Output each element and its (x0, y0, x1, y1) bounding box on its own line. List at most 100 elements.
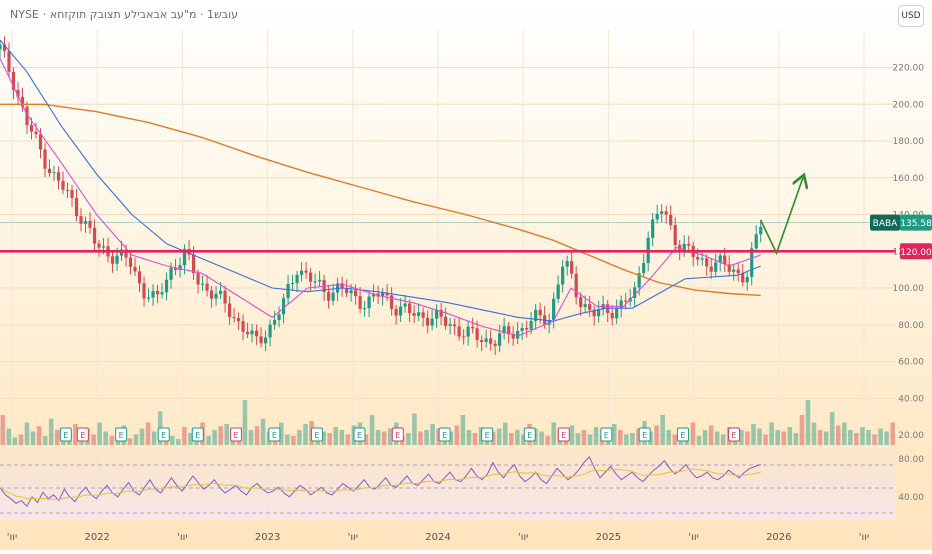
candle-body (624, 300, 628, 302)
rsi-indicator (0, 456, 896, 514)
volume-bar (363, 434, 369, 445)
candle-body (579, 297, 583, 307)
candle-body (498, 333, 502, 346)
candle-body (705, 258, 709, 267)
candle-body (417, 312, 421, 316)
level-price-tag: 120.00 (900, 248, 932, 258)
candle-body (394, 308, 398, 316)
volume-bar (176, 439, 181, 445)
volume-bar (321, 431, 326, 445)
time-axis: 'יוו 2022 'יוו 2023 'יוו 2024 'יוו 2025 'יוו 2026… (7, 532, 869, 543)
volume-bar (212, 430, 217, 445)
candle-body (245, 331, 250, 335)
volume-bar (708, 425, 714, 445)
volume-bar (18, 434, 24, 445)
volume-bar (6, 428, 12, 445)
volume-bar (133, 434, 139, 445)
time-tick-label: 'יוו (859, 532, 869, 543)
candle-body (363, 308, 367, 310)
price-tags: BABA 135.58 120.00 (870, 214, 932, 260)
price-tick-label: 220.00 (893, 64, 925, 74)
candle-body (520, 327, 524, 331)
volume-bar (48, 418, 54, 445)
candle-body (205, 283, 209, 291)
time-tick-label: 'יוו (688, 532, 698, 543)
earnings-marker-label: E (604, 431, 609, 440)
rsi-line (0, 456, 761, 508)
earnings-marker-label: E (731, 431, 736, 440)
candle-body (403, 303, 407, 307)
earnings-marker (600, 427, 613, 442)
candle-body (354, 290, 358, 297)
volume-bar (799, 415, 805, 445)
earnings-marker-label: E (395, 431, 400, 440)
volume-bar (539, 431, 544, 445)
volume-bar (73, 424, 78, 445)
volume-bar (151, 431, 157, 445)
candle-body (137, 271, 142, 284)
candle-body (727, 264, 731, 272)
volume-bar (654, 425, 659, 445)
volume-bar (745, 431, 750, 445)
candle-body (241, 321, 245, 332)
earnings-marker-label: E (272, 431, 277, 440)
candle-body (453, 324, 457, 327)
candle-body (682, 243, 686, 252)
candle-body (290, 282, 295, 285)
ema-fast-line (0, 58, 761, 337)
volume-bar (387, 428, 393, 445)
candle-body (20, 96, 25, 107)
volume-bar (30, 431, 36, 445)
candle-body (133, 266, 137, 272)
price-tick-label: 20.00 (898, 431, 924, 441)
volume-bar (751, 424, 756, 445)
candle-body (493, 343, 497, 346)
symbol-description: עובש1 · מ"עב אבאבילע תצובק תוקזחא (49, 8, 239, 21)
candle-body (444, 316, 448, 326)
candle-body (448, 324, 452, 326)
candle-body (92, 227, 97, 244)
volume-bar (884, 431, 889, 445)
earnings-marker (676, 427, 689, 442)
volume-bar (170, 436, 175, 445)
candle-body (651, 219, 655, 238)
candle-body (700, 258, 704, 260)
volume-bar (12, 437, 18, 445)
candle-body (475, 328, 479, 341)
earnings-marker-label: E (561, 431, 566, 440)
candle-body (155, 290, 160, 295)
candle-body (750, 248, 754, 277)
candle-body (552, 298, 556, 321)
volume-bar (672, 434, 678, 445)
moving-averages (0, 39, 761, 337)
price-tick-label: 200.00 (893, 100, 925, 110)
candle-body (277, 314, 281, 320)
candle-body (345, 288, 349, 294)
currency-button[interactable]: USD (898, 5, 924, 27)
candle-body (736, 269, 740, 274)
volume-bar (460, 415, 466, 445)
volume-bar (835, 425, 841, 445)
volume-bar (811, 422, 817, 445)
candle-body (367, 296, 371, 309)
candle-body (128, 257, 133, 267)
volume-bar (61, 439, 66, 445)
earnings-marker-label: E (119, 431, 124, 440)
candle-body (268, 324, 272, 338)
earnings-marker (115, 427, 128, 442)
earnings-marker (481, 427, 494, 442)
earnings-marker (557, 427, 570, 442)
candle-body (534, 309, 538, 322)
price-tick-label: 60.00 (898, 358, 924, 368)
candle-body (299, 270, 304, 275)
earnings-marker-label: E (680, 431, 685, 440)
volume-bar (369, 415, 375, 445)
candle-body (655, 213, 659, 220)
candle-body (182, 248, 187, 266)
candle-body (56, 172, 61, 181)
earnings-marker (59, 427, 72, 442)
volume-bar (97, 422, 102, 445)
time-tick-label: 2024 (425, 532, 450, 543)
time-tick-label: 'יוו (7, 532, 17, 543)
